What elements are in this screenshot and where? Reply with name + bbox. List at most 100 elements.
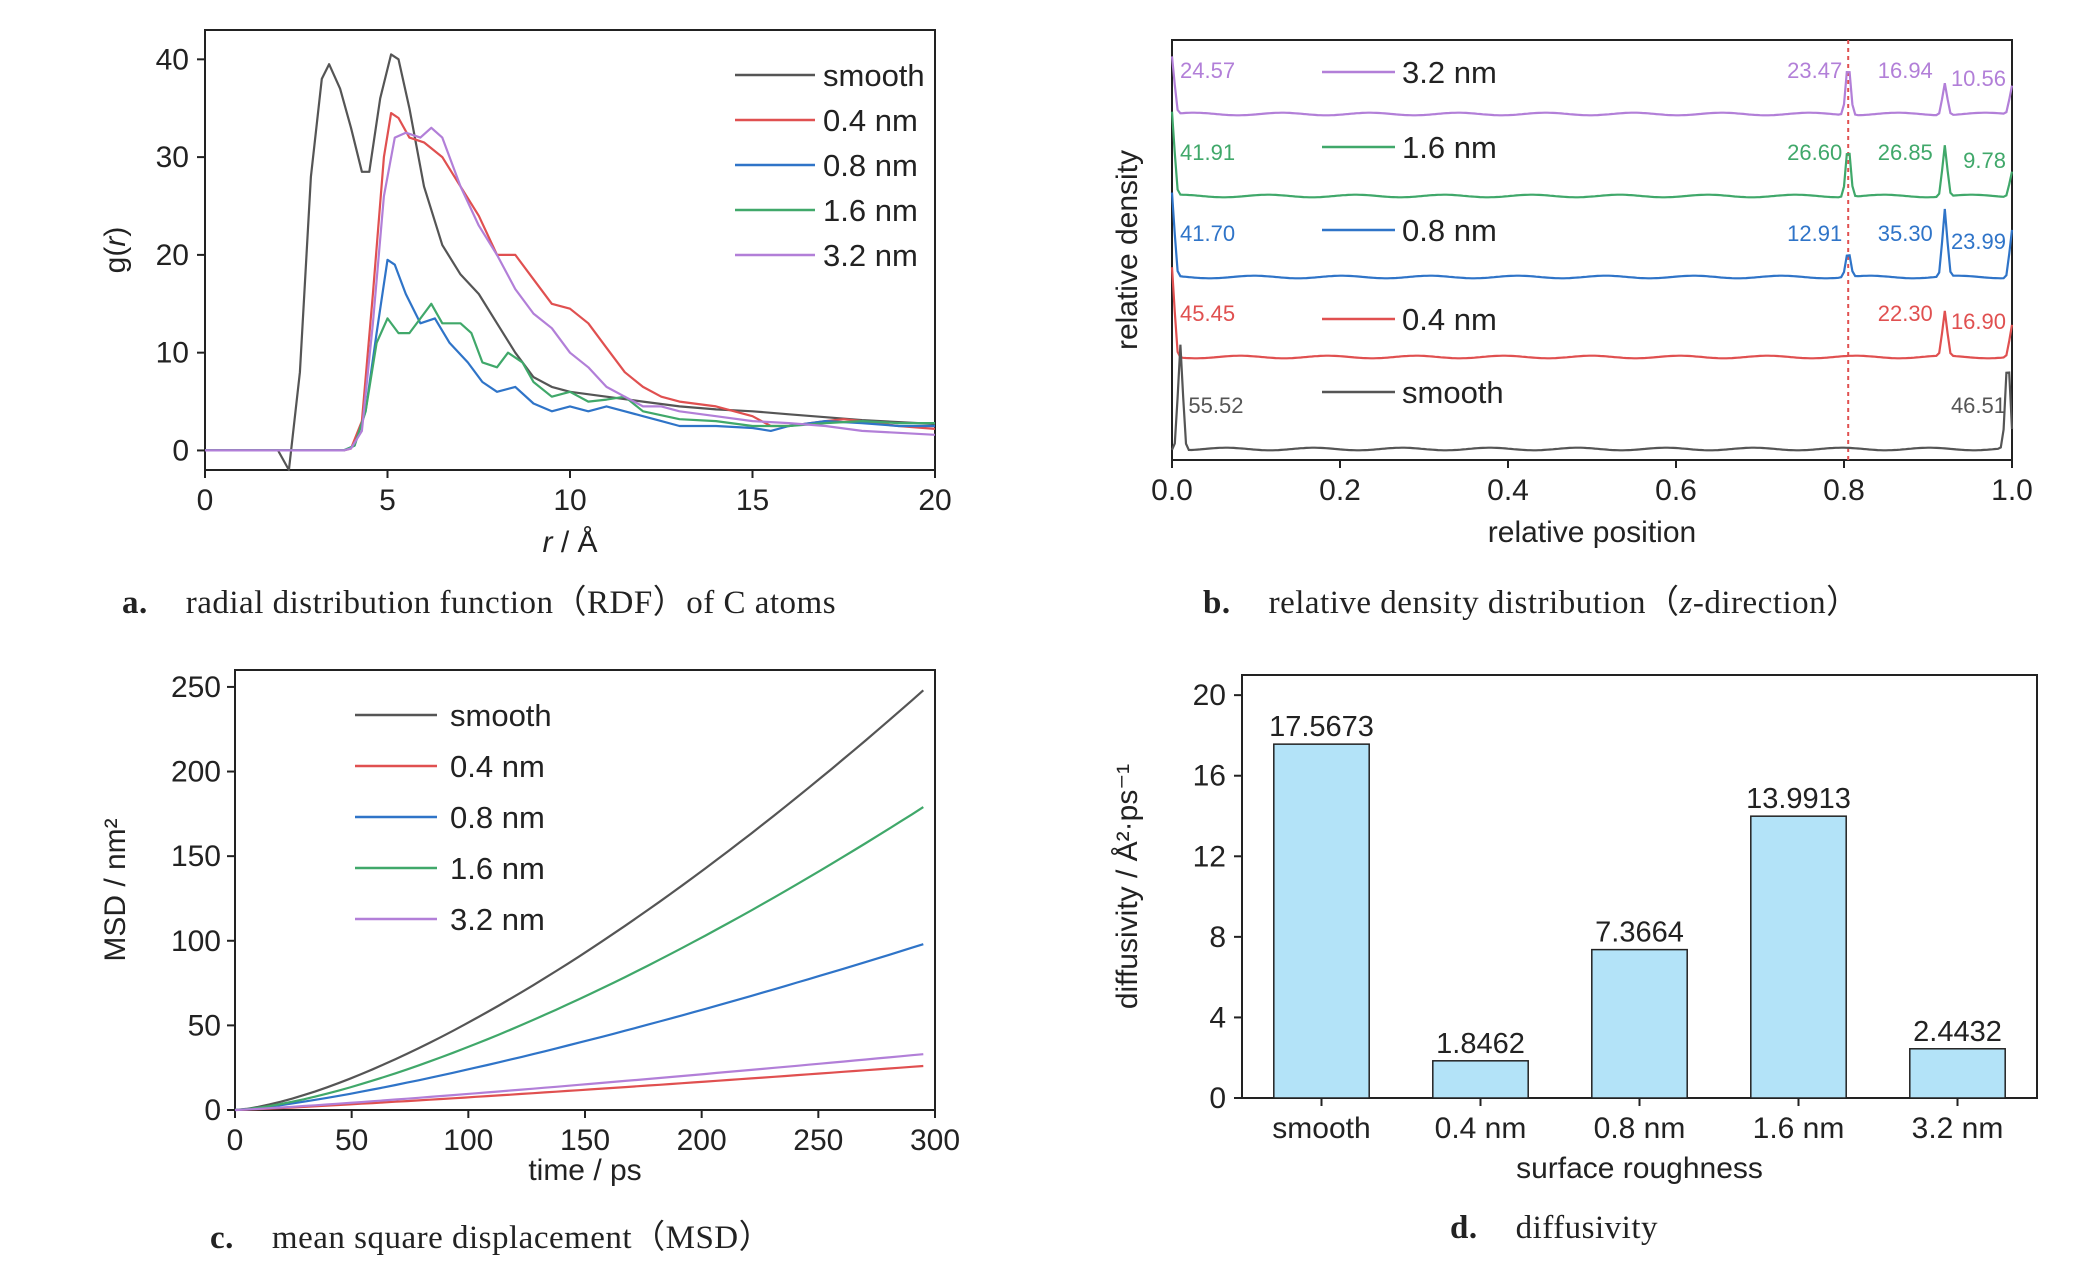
x-tick-label-0: 0 <box>197 484 214 517</box>
y-tick-label-2: 8 <box>1209 921 1226 954</box>
bar-4 <box>1909 1048 2006 1099</box>
caption-c: c. mean square displacement（MSD） <box>210 1210 772 1258</box>
rdf-chart: 0 5 10 15 20 0 10 20 30 40 r / Å g(r) smooth 0.4 nm 0.… <box>99 29 952 559</box>
density-line-0.4nm <box>1170 267 2014 360</box>
y-tick-label-1: 10 <box>156 337 189 370</box>
x-tick-label-3: 0.6 <box>1655 474 1697 507</box>
bar-3 <box>1750 815 1847 1099</box>
y-tick-label-3: 150 <box>171 840 221 873</box>
diffusivity-chart: 0 4 8 12 16 20 17.5673 smooth 1.8462 0.4 nm 7.3664… <box>1111 674 2038 1185</box>
density-line-3.2nm <box>1170 56 2014 117</box>
x-tick-label-1: 5 <box>379 484 396 517</box>
legend-label-1: 0.4 nm <box>823 103 918 138</box>
peak-label-2-1: 12.91 <box>1787 221 1842 246</box>
peak-label-2-3: 23.99 <box>1951 229 2006 254</box>
caption-d: d. diffusivity <box>1450 1210 1658 1247</box>
bar-2 <box>1591 948 1688 1099</box>
x-axis-title: time / ps <box>528 1154 641 1187</box>
density-chart: 0.0 0.2 0.4 0.6 0.8 1.0 relative position relat… <box>1111 39 2033 549</box>
density-line-smooth <box>1170 344 2014 452</box>
legend-label-0: smooth <box>823 58 925 93</box>
x-tick-label-5: 250 <box>793 1124 843 1157</box>
caption-b-letter: b. <box>1203 585 1231 621</box>
bar-value-label-1: 1.8462 <box>1436 1028 1525 1060</box>
y-tick-label-0: 0 <box>1209 1082 1226 1115</box>
series-line-1.6nm <box>205 302 935 452</box>
bar-value-label-3: 13.9913 <box>1746 783 1851 815</box>
series-line-3.2nm <box>205 126 936 452</box>
bar-0 <box>1273 743 1370 1099</box>
series-line-0.8nm <box>205 258 935 452</box>
peak-label-1-2: 26.85 <box>1878 140 1933 165</box>
caption-c-letter: c. <box>210 1220 234 1256</box>
msd-line-smooth <box>234 689 925 1112</box>
caption-a-letter: a. <box>122 585 148 621</box>
x-tick-label-0: 0.0 <box>1151 474 1193 507</box>
x-tick-label-4: 20 <box>918 484 951 517</box>
x-tick-label-3: 150 <box>560 1124 610 1157</box>
x-tick-label-3: 1.6 nm <box>1753 1112 1845 1145</box>
y-tick-label-2: 100 <box>171 925 221 958</box>
peak-label-0-3: 10.56 <box>1951 66 2006 91</box>
y-tick-label-4: 16 <box>1193 760 1226 793</box>
peak-label-3-1: 22.30 <box>1878 301 1933 326</box>
x-tick-label-4: 200 <box>677 1124 727 1157</box>
legend-label-0: smooth <box>450 698 552 733</box>
y-axis-title: relative density <box>1111 150 1144 350</box>
legend-label-2: 0.8 nm <box>823 148 918 183</box>
peak-label-1-0: 41.91 <box>1180 140 1235 165</box>
x-tick-label-2: 100 <box>443 1124 493 1157</box>
legend-label-4: 3.2 nm <box>823 238 918 273</box>
peak-label-4-0: 55.52 <box>1188 393 1243 418</box>
peak-label-1-3: 9.78 <box>1963 148 2006 173</box>
legend-label-4: 3.2 nm <box>450 902 545 937</box>
msd-chart: 0 50 100 150 200 250 300 0 50 100 150 200 250 time / … <box>99 669 960 1187</box>
plot-frame <box>234 669 936 1111</box>
density-line-0.8nm <box>1170 192 2014 280</box>
x-tick-label-2: 10 <box>553 484 586 517</box>
x-tick-label-0: smooth <box>1272 1112 1370 1145</box>
x-axis-title: surface roughness <box>1516 1152 1763 1185</box>
caption-b-text-post: -direction） <box>1692 585 1860 621</box>
x-tick-label-2: 0.8 nm <box>1594 1112 1686 1145</box>
legend-label-4: smooth <box>1402 375 1504 410</box>
y-tick-label-3: 12 <box>1193 840 1226 873</box>
bar-value-label-2: 7.3664 <box>1595 917 1684 949</box>
y-axis-title: diffusivity / Å²·ps⁻¹ <box>1111 764 1144 1009</box>
x-tick-label-1: 0.2 <box>1319 474 1361 507</box>
y-tick-label-2: 20 <box>156 239 189 272</box>
y-tick-label-5: 250 <box>171 671 221 704</box>
caption-a-text: radial distribution function（RDF）of C at… <box>185 585 837 621</box>
legend-label-3: 0.4 nm <box>1402 302 1497 337</box>
y-axis-title: MSD / nm² <box>99 818 132 961</box>
legend-label-0: 3.2 nm <box>1402 55 1497 90</box>
legend-label-1: 1.6 nm <box>1402 130 1497 165</box>
x-axis-title: r / Å <box>542 526 597 559</box>
y-tick-label-4: 40 <box>156 43 189 76</box>
x-tick-label-1: 0.4 nm <box>1435 1112 1527 1145</box>
caption-b: b. relative density distribution（z-direct… <box>1203 575 1860 623</box>
x-axis-title: relative position <box>1488 516 1696 549</box>
x-tick-label-2: 0.4 <box>1487 474 1529 507</box>
x-tick-label-4: 3.2 nm <box>1912 1112 2004 1145</box>
caption-c-text: mean square displacement（MSD） <box>271 1220 773 1256</box>
x-tick-label-0: 0 <box>227 1124 244 1157</box>
peak-label-0-2: 16.94 <box>1878 58 1933 83</box>
bar-value-label-4: 2.4432 <box>1913 1016 2002 1048</box>
x-tick-label-5: 1.0 <box>1991 474 2033 507</box>
y-tick-label-1: 50 <box>188 1009 221 1042</box>
y-tick-label-0: 0 <box>204 1094 221 1127</box>
peak-label-0-0: 24.57 <box>1180 58 1235 83</box>
caption-b-text-pre: relative density distribution（ <box>1268 585 1680 621</box>
legend-label-3: 1.6 nm <box>450 851 545 886</box>
peak-label-3-0: 45.45 <box>1180 301 1235 326</box>
x-tick-label-3: 15 <box>736 484 769 517</box>
caption-d-text: diffusivity <box>1515 1210 1659 1246</box>
x-tick-label-6: 300 <box>910 1124 960 1157</box>
legend-label-3: 1.6 nm <box>823 193 918 228</box>
y-axis-title: g(r) <box>99 227 132 274</box>
y-tick-label-4: 200 <box>171 756 221 789</box>
msd-line-1.6nm <box>234 806 924 1112</box>
y-tick-label-5: 20 <box>1193 679 1226 712</box>
peak-label-3-2: 16.90 <box>1951 309 2006 334</box>
